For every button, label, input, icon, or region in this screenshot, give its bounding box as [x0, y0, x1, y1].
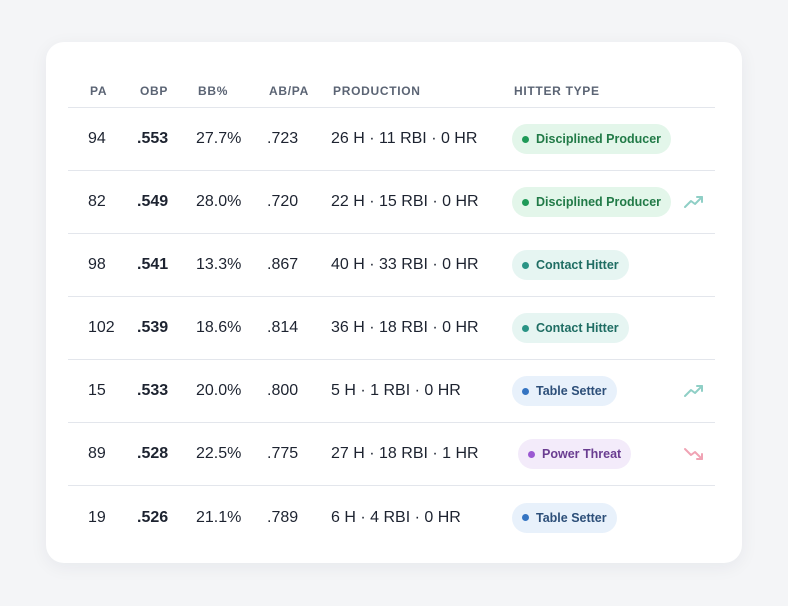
bb-value: 18.6%	[196, 319, 242, 336]
hitter-type-label: Table Setter	[536, 384, 607, 398]
abpa-value: .814	[267, 319, 299, 336]
column-header-bb[interactable]: BB%	[198, 84, 229, 98]
table-header-row: PA OBP BB% AB/PA PRODUCTION HITTER TYPE	[68, 75, 715, 108]
bb-value: 22.5%	[196, 445, 242, 462]
obp-value: .539	[137, 319, 169, 336]
hitter-type-label: Disciplined Producer	[536, 195, 662, 209]
hitter-type-cell: Disciplined Producer	[492, 187, 672, 217]
pa-value: 89	[88, 445, 106, 462]
trend-cell	[671, 381, 715, 401]
bb-value: 21.1%	[196, 508, 242, 526]
hitter-type-label: Contact Hitter	[536, 321, 619, 335]
bb-value: 28.0%	[196, 193, 242, 210]
hitter-type-badge: Table Setter	[512, 376, 617, 406]
pa-value: 19	[88, 508, 106, 526]
column-header-obp[interactable]: OBP	[140, 84, 169, 98]
obp-value: .549	[137, 193, 169, 210]
hitter-stats-table: PA OBP BB% AB/PA PRODUCTION HITTER TYPE …	[68, 75, 715, 549]
trending-down-icon	[683, 444, 704, 464]
pa-value: 82	[88, 193, 106, 210]
table-row[interactable]: 94 .553 27.7% .723 26 H · 11 RBI · 0 HR …	[68, 108, 715, 171]
hitter-type-cell: Table Setter	[492, 502, 671, 533]
hitter-type-cell: Power Threat	[492, 439, 671, 469]
hitter-type-badge: Disciplined Producer	[512, 124, 672, 154]
production-value: 27 H · 18 RBI · 1 HR	[331, 445, 479, 462]
table-row[interactable]: 98 .541 13.3% .867 40 H · 33 RBI · 0 HR …	[68, 234, 715, 297]
obp-value: .526	[137, 508, 169, 526]
table-row[interactable]: 82 .549 28.0% .720 22 H · 15 RBI · 0 HR …	[68, 171, 715, 234]
abpa-value: .720	[267, 193, 299, 210]
bb-value: 27.7%	[196, 130, 242, 147]
table-row[interactable]: 15 .533 20.0% .800 5 H · 1 RBI · 0 HR Ta…	[68, 360, 715, 423]
pa-value: 15	[88, 382, 106, 399]
table-row[interactable]: 89 .528 22.5% .775 27 H · 18 RBI · 1 HR …	[68, 423, 715, 486]
hitter-type-label: Table Setter	[536, 510, 607, 525]
hitter-type-badge: Power Threat	[518, 439, 632, 469]
obp-value: .553	[137, 130, 169, 147]
table-body: 94 .553 27.7% .723 26 H · 11 RBI · 0 HR …	[68, 108, 715, 549]
pa-value: 98	[88, 256, 106, 273]
table-row[interactable]: 102 .539 18.6% .814 36 H · 18 RBI · 0 HR…	[68, 297, 715, 360]
trending-up-icon	[683, 381, 704, 401]
hitter-type-cell: Disciplined Producer	[492, 124, 672, 154]
production-value: 26 H · 11 RBI · 0 HR	[331, 130, 478, 147]
production-value: 5 H · 1 RBI · 0 HR	[331, 382, 461, 399]
hitter-type-badge: Contact Hitter	[512, 250, 629, 280]
column-header-pa[interactable]: PA	[90, 84, 108, 98]
abpa-value: .800	[267, 382, 299, 399]
badge-dot	[522, 514, 529, 521]
production-value: 36 H · 18 RBI · 0 HR	[331, 319, 479, 336]
production-value: 6 H · 4 RBI · 0 HR	[331, 508, 461, 526]
column-header-production[interactable]: PRODUCTION	[333, 84, 421, 98]
badge-dot	[522, 387, 529, 395]
obp-value: .541	[137, 256, 169, 273]
hitter-type-badge: Table Setter	[512, 502, 617, 533]
table-row[interactable]: 19 .526 21.1% .789 6 H · 4 RBI · 0 HR Ta…	[68, 486, 715, 549]
badge-dot	[522, 198, 529, 206]
pa-value: 102	[88, 319, 115, 336]
hitter-type-cell: Contact Hitter	[492, 313, 671, 343]
trend-cell	[671, 444, 715, 464]
badge-dot	[522, 261, 529, 269]
obp-value: .533	[137, 382, 169, 399]
hitter-type-label: Disciplined Producer	[536, 132, 662, 146]
hitter-type-badge: Contact Hitter	[512, 313, 629, 343]
abpa-value: .723	[267, 130, 299, 147]
abpa-value: .775	[267, 445, 299, 462]
hitter-type-label: Power Threat	[542, 447, 622, 461]
badge-dot	[528, 450, 535, 458]
hitter-type-cell: Table Setter	[492, 376, 671, 406]
bb-value: 20.0%	[196, 382, 242, 399]
trending-up-icon	[683, 192, 704, 212]
pa-value: 94	[88, 130, 106, 147]
column-header-hitter-type[interactable]: HITTER TYPE	[514, 84, 600, 98]
abpa-value: .789	[267, 508, 299, 526]
badge-dot	[522, 324, 529, 332]
badge-dot	[522, 135, 529, 143]
obp-value: .528	[137, 445, 169, 462]
production-value: 22 H · 15 RBI · 0 HR	[331, 193, 479, 210]
hitter-type-label: Contact Hitter	[536, 258, 619, 272]
abpa-value: .867	[267, 256, 299, 273]
trend-cell	[671, 192, 715, 212]
hitter-type-badge: Disciplined Producer	[512, 187, 672, 217]
column-header-abpa[interactable]: AB/PA	[269, 84, 309, 98]
hitter-stats-card: PA OBP BB% AB/PA PRODUCTION HITTER TYPE …	[46, 42, 742, 563]
bb-value: 13.3%	[196, 256, 242, 273]
hitter-type-cell: Contact Hitter	[492, 250, 671, 280]
production-value: 40 H · 33 RBI · 0 HR	[331, 256, 479, 273]
